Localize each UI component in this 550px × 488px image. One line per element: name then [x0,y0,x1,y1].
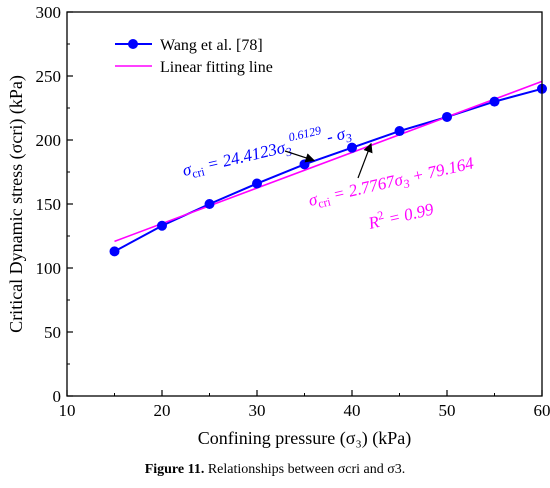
x-tick-label: 40 [344,401,361,420]
data-point [109,246,120,257]
legend-marker-wang [128,39,138,49]
data-point [347,142,357,153]
y-tick-label: 250 [36,67,62,86]
figure-caption-label: Figure 11. [144,462,205,477]
y-tick-label: 300 [36,3,62,22]
data-point [442,111,452,122]
x-tick-label: 60 [534,401,550,420]
power-fit-equation: σcri = 24.4123σ30.6129 - σ3 [179,117,353,183]
plot-frame [66,11,543,397]
data-point [252,178,262,189]
figure-caption: Figure 11. Relationships between σcri an… [0,462,550,478]
y-tick-label: 50 [44,323,61,342]
power-fit-arrow [284,150,316,163]
data-point [204,199,215,209]
y-tick-label: 200 [36,131,62,150]
y-tick-label: 100 [36,259,62,278]
series-line-wang [114,87,543,253]
series-layer [109,80,547,257]
y-tick-label: 150 [36,195,62,214]
series-line-linear-fit [114,80,543,243]
linear-fit-equation: σcri = 2.7767σ3 + 79.164 [307,153,477,213]
x-tick-label: 30 [249,401,266,420]
data-point [157,220,167,231]
linear-fit-arrow [357,142,373,179]
x-axis-title: Confining pressure (σ₃) (kPa) [198,428,411,449]
legend: Wang et al. [78] Linear fitting line [115,37,273,76]
figure-caption-text: Relationships between σcri and σ3. [207,462,406,477]
axis-tick-labels: 10 20 30 40 50 60 0 50 100 150 200 250 300 [36,3,550,420]
y-tick-label: 0 [53,387,62,406]
x-tick-label: 20 [154,401,171,420]
data-point [489,96,500,107]
data-point [394,126,405,137]
x-tick-label: 10 [59,401,76,420]
chart: 10 20 30 40 50 60 0 50 100 150 200 250 300 Confining… [6,3,550,449]
legend-label-linear: Linear fitting line [160,59,273,76]
legend-label-wang: Wang et al. [78] [160,37,263,54]
data-point [299,159,310,170]
x-tick-label: 50 [439,401,456,420]
linear-fit-r2: R2 = 0.99 [365,196,436,233]
y-axis-title: Critical Dynamic stress (σcri) (kPa) [6,75,27,333]
annotations: σcri = 24.4123σ30.6129 - σ3 σcri = 2.776… [179,117,476,233]
axis-ticks [66,11,543,397]
